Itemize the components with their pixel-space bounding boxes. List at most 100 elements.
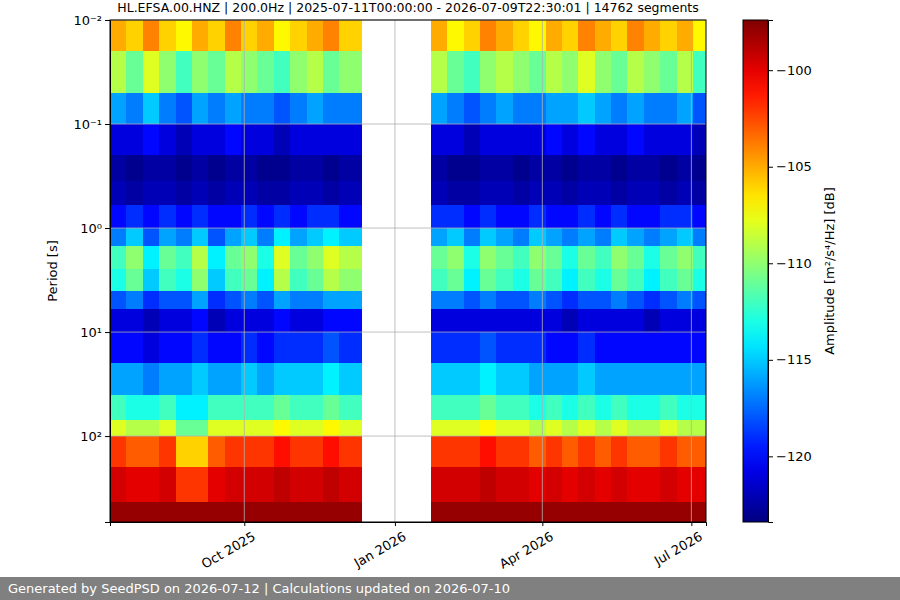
cell (290, 20, 306, 51)
cell (192, 205, 208, 228)
cell (627, 502, 643, 522)
cell (529, 124, 545, 155)
x-tick-mark (395, 522, 396, 526)
cell (660, 228, 676, 246)
cell (241, 20, 257, 51)
cell (611, 436, 627, 467)
cell (677, 93, 693, 124)
cell (595, 363, 611, 394)
cell (529, 205, 545, 228)
cell (290, 332, 306, 363)
cell (578, 309, 594, 332)
cell (192, 20, 208, 51)
cell (339, 155, 362, 180)
cell (660, 205, 676, 228)
cell (339, 395, 362, 420)
cell (644, 395, 660, 420)
cell (208, 205, 224, 228)
cell (257, 363, 273, 394)
x-tick-mark (542, 522, 543, 526)
y-tick: 10⁻¹ (73, 117, 110, 132)
cells (110, 20, 706, 522)
cell (644, 332, 660, 363)
cell (208, 291, 224, 309)
cell (257, 420, 273, 436)
cell (126, 332, 142, 363)
cell (176, 291, 192, 309)
cell (693, 228, 706, 246)
cell (447, 332, 463, 363)
cell (290, 124, 306, 155)
cell (208, 93, 224, 124)
cell (562, 291, 578, 309)
cell (241, 502, 257, 522)
cell (126, 20, 142, 51)
y-tick-mark (105, 124, 110, 125)
cell (225, 93, 241, 124)
cell (627, 332, 643, 363)
cell (562, 332, 578, 363)
cell (611, 51, 627, 92)
cell (693, 420, 706, 436)
cell (323, 420, 339, 436)
cell (307, 228, 323, 246)
cell (241, 181, 257, 205)
cell (143, 363, 159, 394)
cell (611, 205, 627, 228)
cell (660, 124, 676, 155)
cell (208, 51, 224, 92)
cell (578, 155, 594, 180)
grid-line (244, 20, 245, 522)
cell (339, 93, 362, 124)
cell (143, 467, 159, 502)
cell (307, 246, 323, 269)
cell (513, 332, 529, 363)
cell (110, 246, 126, 269)
cell (143, 155, 159, 180)
cell (192, 395, 208, 420)
cell (274, 246, 290, 269)
cell (126, 291, 142, 309)
cell (176, 395, 192, 420)
cell (660, 309, 676, 332)
cell (339, 124, 362, 155)
cell (595, 332, 611, 363)
cell (159, 93, 175, 124)
cell (513, 51, 529, 92)
colorbar-tick-mark (768, 360, 773, 361)
cell (660, 363, 676, 394)
y-tick-label: 10⁻² (73, 13, 102, 28)
cell (611, 467, 627, 502)
cell (176, 124, 192, 155)
cell (562, 20, 578, 51)
cell (274, 124, 290, 155)
cell (225, 155, 241, 180)
cell (208, 155, 224, 180)
cell (307, 291, 323, 309)
cell (644, 467, 660, 502)
cell (307, 205, 323, 228)
cell (447, 467, 463, 502)
cell (529, 436, 545, 467)
cell (110, 205, 126, 228)
cell (480, 228, 496, 246)
cell (241, 269, 257, 290)
grid (110, 20, 706, 522)
cell (693, 124, 706, 155)
cell (323, 291, 339, 309)
cell (496, 181, 512, 205)
cell (225, 228, 241, 246)
colorbar-tick: −105 (768, 159, 812, 174)
cell (677, 51, 693, 92)
cell (464, 363, 480, 394)
cell (339, 291, 362, 309)
cell (578, 502, 594, 522)
cell (529, 467, 545, 502)
cell (447, 181, 463, 205)
cell (578, 51, 594, 92)
cell (323, 124, 339, 155)
cell (339, 363, 362, 394)
cell (447, 205, 463, 228)
cell (192, 467, 208, 502)
cell (644, 363, 660, 394)
